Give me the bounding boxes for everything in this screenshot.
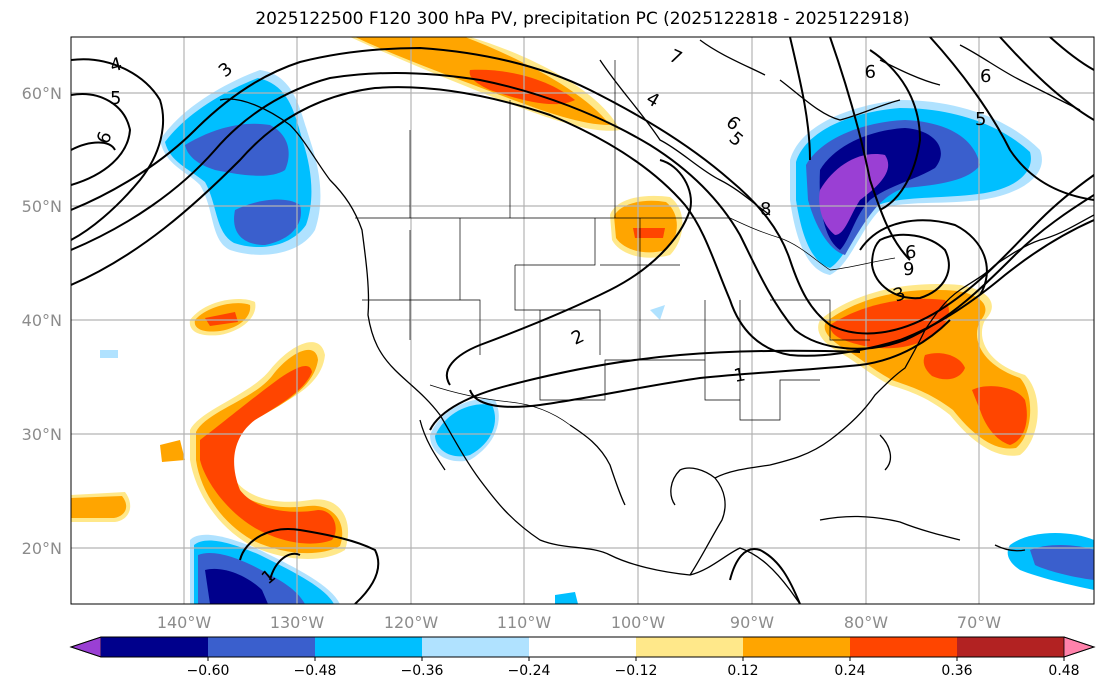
colorbar-tick-label: −0.48 (294, 663, 337, 679)
contour-label: 9 (903, 259, 914, 280)
colorbar-segment (422, 637, 530, 657)
lon-label-90w: 90°W (730, 613, 774, 632)
lat-label-20n: 20°N (22, 539, 62, 558)
colorbar-segment (529, 637, 637, 657)
latitude-labels: 60°N 50°N 40°N 30°N 20°N (22, 84, 62, 558)
lon-label-100w: 100°W (611, 613, 666, 632)
colorbar-extend-high (1063, 636, 1096, 658)
contour-label: 8 (760, 199, 771, 220)
contour-label: 7 (666, 45, 685, 69)
colorbar-tick-label: −0.60 (187, 663, 230, 679)
lon-label-110w: 110°W (497, 613, 552, 632)
map-area: 4 5 3 6 7 4 6 5 2 1 1 6 9 8 3 9 6 5 (71, 37, 1094, 604)
colorbar-segment (636, 637, 744, 657)
colorbar-tick-label: 0.24 (834, 663, 865, 679)
lon-label-120w: 120°W (384, 613, 439, 632)
colorbar-tick-label: −0.36 (401, 663, 444, 679)
lon-label-130w: 130°W (270, 613, 325, 632)
contour-label: 5 (110, 88, 121, 109)
contour-label: 5 (975, 109, 986, 130)
lat-label-60n: 60°N (22, 84, 62, 103)
lat-label-40n: 40°N (22, 311, 62, 330)
lat-label-50n: 50°N (22, 197, 62, 216)
colorbar-tick-label: −0.12 (615, 663, 658, 679)
colorbar-outline (69, 636, 1096, 658)
contour-labels: 4 5 3 6 7 4 6 5 2 1 1 6 9 8 3 9 6 5 (93, 45, 991, 588)
political-borders (355, 60, 896, 426)
longitude-labels: 140°W 130°W 120°W 110°W 100°W 90°W 80°W … (157, 613, 1001, 632)
contour-label: 4 (108, 54, 124, 77)
colorbar-segment (957, 637, 1065, 657)
lon-label-140w: 140°W (157, 613, 212, 632)
map-frame (70, 36, 1095, 605)
pv-contours (71, 37, 1094, 604)
map-title: 2025122500 F120 300 hPa PV, precipitatio… (255, 9, 910, 29)
coastlines (219, 39, 1094, 604)
contour-label: 6 (980, 66, 991, 87)
contour-label: 6 (93, 129, 117, 147)
colorbar-tick-label: 0.48 (1048, 663, 1079, 679)
colorbar-segment (101, 637, 209, 657)
colorbar-segment (315, 637, 423, 657)
contour-label: 3 (215, 58, 237, 81)
lon-label-80w: 80°W (844, 613, 888, 632)
contour-label: 6 (905, 242, 916, 263)
colorbar (69, 636, 1096, 658)
colorbar-segment (743, 637, 851, 657)
colorbar-segment (850, 637, 958, 657)
colorbar-tick-label: −0.24 (508, 663, 551, 679)
colorbar-ticks: −0.60 −0.48 −0.36 −0.24 −0.12 0.12 0.24 0.36 0.4… (187, 657, 1080, 679)
colorbar-extend-low (69, 636, 102, 658)
contour-label: 2 (568, 326, 587, 350)
contour-label: 4 (643, 88, 663, 112)
lon-label-70w: 70°W (957, 613, 1001, 632)
colorbar-segment (208, 637, 316, 657)
contour-label: 1 (732, 364, 747, 387)
lat-label-30n: 30°N (22, 425, 62, 444)
colorbar-tick-label: 0.12 (727, 663, 758, 679)
contour-label: 9 (865, 60, 876, 81)
colorbar-tick-label: 0.36 (941, 663, 972, 679)
